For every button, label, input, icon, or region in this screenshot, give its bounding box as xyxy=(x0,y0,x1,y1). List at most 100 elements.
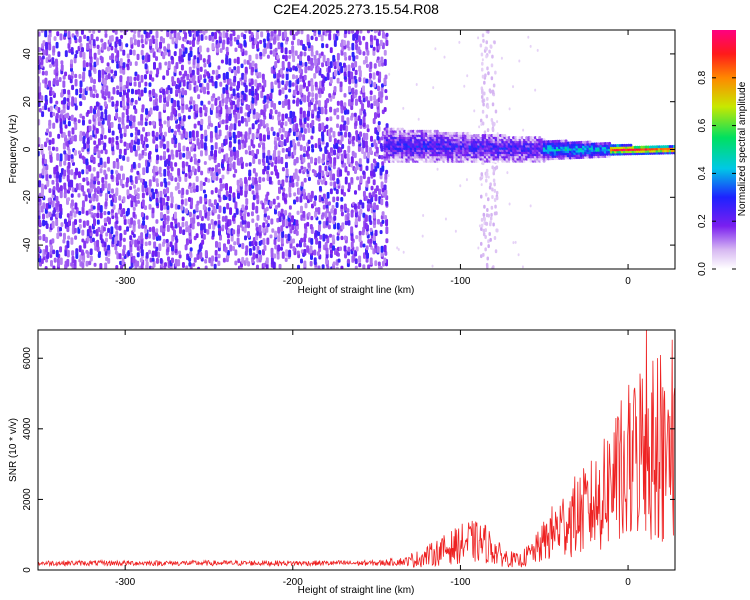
heatmap-cell xyxy=(398,138,402,142)
heatmap-cell xyxy=(263,95,267,103)
heatmap-cell xyxy=(270,161,274,167)
heatmap-cell xyxy=(201,239,205,245)
heatmap-cell xyxy=(437,159,441,163)
heatmap-cell xyxy=(126,88,130,93)
heatmap-cell xyxy=(453,140,457,144)
heatmap-cell xyxy=(420,144,424,148)
heatmap-cell xyxy=(297,264,301,269)
heatmap-cell xyxy=(259,51,263,57)
heatmap-cell xyxy=(126,177,130,184)
heatmap-cell xyxy=(197,266,201,269)
heatmap-cell xyxy=(431,136,435,140)
heatmap-cell xyxy=(330,208,334,214)
heatmap-cell xyxy=(353,203,357,210)
heatmap-cell xyxy=(105,74,109,81)
heatmap-cell xyxy=(236,224,240,229)
heatmap-cell xyxy=(252,194,256,201)
heatmap-cell xyxy=(424,159,428,163)
heatmap-cell xyxy=(444,134,448,138)
heatmap-cell xyxy=(310,215,314,221)
heatmap-cell xyxy=(333,215,337,221)
heatmap-cell xyxy=(138,30,142,33)
heatmap-cell xyxy=(115,36,119,43)
heatmap-cell xyxy=(55,165,59,172)
heatmap-cell xyxy=(431,155,435,159)
heatmap-cell xyxy=(314,157,318,163)
heatmap-cell xyxy=(366,152,370,159)
heatmap-cell xyxy=(154,97,158,102)
heatmap-cell xyxy=(433,149,437,153)
heatmap-cell xyxy=(233,137,237,144)
heatmap-cell xyxy=(210,144,214,151)
heatmap-cell xyxy=(418,153,422,157)
heatmap-cell xyxy=(490,212,493,217)
heatmap-cell xyxy=(214,31,218,40)
heatmap-cell xyxy=(204,177,208,182)
heatmap-cell xyxy=(280,156,284,165)
heatmap-cell xyxy=(56,212,60,218)
heatmap-cell xyxy=(446,146,450,150)
heatmap-cell xyxy=(262,38,266,44)
heatmap-cell xyxy=(314,210,318,218)
heatmap-cell xyxy=(263,42,267,48)
heatmap-cell xyxy=(496,120,499,124)
heatmap-cell xyxy=(292,130,296,137)
heatmap-cell xyxy=(457,153,461,157)
heatmap-cell xyxy=(427,153,431,157)
heatmap-cell xyxy=(416,153,420,157)
heatmap-cell xyxy=(63,169,67,177)
heatmap-cell xyxy=(362,35,366,41)
heatmap-cell xyxy=(63,30,67,34)
heatmap-cell xyxy=(88,225,92,233)
heatmap-cell xyxy=(181,216,185,222)
heatmap-cell xyxy=(402,250,405,254)
heatmap-cell xyxy=(418,144,422,148)
heatmap-cell xyxy=(344,165,348,173)
heatmap-cell xyxy=(182,229,186,236)
heatmap-cell xyxy=(292,65,296,71)
heatmap-cell xyxy=(416,131,420,135)
heatmap-cell xyxy=(318,240,322,249)
heatmap-cell xyxy=(217,260,221,267)
heatmap-cell xyxy=(483,80,486,85)
heatmap-cell xyxy=(49,89,53,97)
heatmap-cell xyxy=(155,197,159,203)
heatmap-cell xyxy=(407,131,411,135)
heatmap-cell xyxy=(236,179,240,186)
heatmap-cell xyxy=(418,149,422,153)
heatmap-cell xyxy=(294,168,298,176)
heatmap-cell xyxy=(317,99,321,107)
heatmap-cell xyxy=(73,117,77,122)
heatmap-cell xyxy=(329,116,333,122)
heatmap-cell xyxy=(243,117,247,123)
heatmap-cell xyxy=(461,159,465,163)
heatmap-cell xyxy=(274,230,278,238)
heatmap-cell xyxy=(225,112,229,119)
heatmap-cell xyxy=(455,134,459,138)
heatmap-cell xyxy=(304,202,308,209)
heatmap-cell xyxy=(318,185,322,192)
heatmap-cell xyxy=(228,131,232,138)
heatmap-cell xyxy=(307,65,311,71)
heatmap-cell xyxy=(85,249,89,254)
heatmap-cell xyxy=(418,159,422,163)
heatmap-cell xyxy=(448,149,452,153)
heatmap-cell xyxy=(343,105,347,111)
heatmap-cell xyxy=(400,138,404,142)
heatmap-cell xyxy=(278,100,282,106)
heatmap-cell xyxy=(228,66,232,72)
heatmap-cell xyxy=(285,249,289,257)
heatmap-cell xyxy=(392,134,396,138)
heatmap-cell xyxy=(448,131,452,135)
heatmap-cell xyxy=(142,167,146,176)
heatmap-cell xyxy=(380,90,384,98)
heatmap-cell xyxy=(365,132,369,141)
heatmap-cell xyxy=(145,143,149,149)
heatmap-cell xyxy=(273,136,277,142)
heatmap-cell xyxy=(95,101,99,107)
heatmap-cell xyxy=(362,77,366,84)
heatmap-cell xyxy=(277,202,281,208)
heatmap-cell xyxy=(70,46,74,53)
heatmap-cell xyxy=(78,218,82,223)
heatmap-cell xyxy=(270,247,274,254)
